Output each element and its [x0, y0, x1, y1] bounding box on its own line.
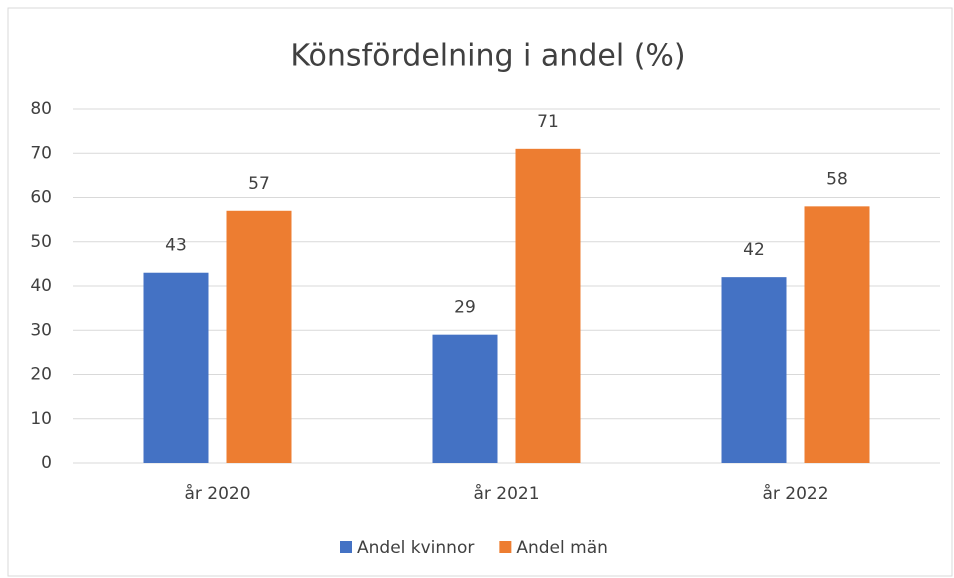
- y-tick-label: 40: [30, 276, 52, 296]
- x-tick-label: år 2020: [184, 483, 250, 504]
- bar: [432, 334, 498, 463]
- bar: [143, 272, 209, 463]
- y-tick-label: 20: [30, 365, 52, 385]
- y-tick-label: 50: [30, 232, 52, 252]
- y-tick-label: 80: [30, 99, 52, 119]
- y-tick-label: 10: [30, 409, 52, 429]
- data-label: 42: [743, 240, 765, 260]
- y-tick-label: 60: [30, 188, 52, 208]
- y-tick-label: 70: [30, 143, 52, 163]
- chart-title: Könsfördelning i andel (%): [290, 39, 685, 74]
- data-label: 29: [454, 298, 476, 318]
- bar: [515, 148, 581, 463]
- data-label: 71: [537, 112, 559, 132]
- x-tick-label: år 2022: [762, 483, 828, 504]
- x-tick-label: år 2021: [473, 483, 539, 504]
- legend-swatch: [340, 541, 352, 553]
- data-label: 57: [248, 174, 270, 194]
- legend-swatch: [499, 541, 512, 553]
- data-label: 58: [826, 169, 848, 189]
- y-tick-label: 30: [30, 320, 52, 340]
- bar: [721, 277, 787, 463]
- legend-label: Andel män: [516, 538, 608, 558]
- bar: [226, 210, 292, 463]
- data-label: 43: [165, 236, 187, 256]
- y-tick-label: 0: [41, 453, 52, 473]
- legend-label: Andel kvinnor: [357, 538, 474, 558]
- bar: [804, 206, 870, 463]
